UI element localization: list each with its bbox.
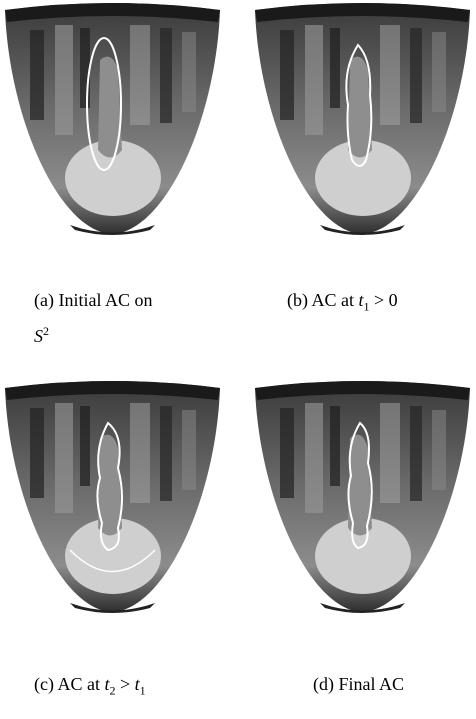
math: t1	[135, 674, 146, 694]
caption: (b) AC at t1 > 0	[287, 290, 398, 315]
sup: 2	[43, 324, 49, 338]
figure-page: (a) Initial AC on S2 (b) AC at t1 > 0 (c)…	[0, 0, 476, 719]
caption-text: >	[116, 674, 135, 694]
caption-text: (a) Initial AC on	[34, 290, 152, 310]
caption: (d) Final AC	[313, 674, 404, 695]
caption-text: > 0	[370, 290, 398, 310]
caption-text: (b) AC at	[287, 290, 359, 310]
math: t2	[104, 674, 115, 694]
math: t1	[359, 290, 370, 310]
caption: (c) AC at t2 > t1	[34, 674, 146, 699]
caption-text: (d) Final AC	[313, 674, 404, 694]
panel-image	[0, 0, 225, 240]
panel-image	[250, 378, 475, 618]
math: S2	[34, 326, 49, 346]
m: S	[34, 326, 43, 346]
caption-text: (c) AC at	[34, 674, 104, 694]
sub: 1	[140, 684, 146, 698]
panel-image	[0, 378, 225, 618]
panel-image	[250, 0, 475, 240]
caption: (a) Initial AC on S2	[34, 290, 152, 356]
